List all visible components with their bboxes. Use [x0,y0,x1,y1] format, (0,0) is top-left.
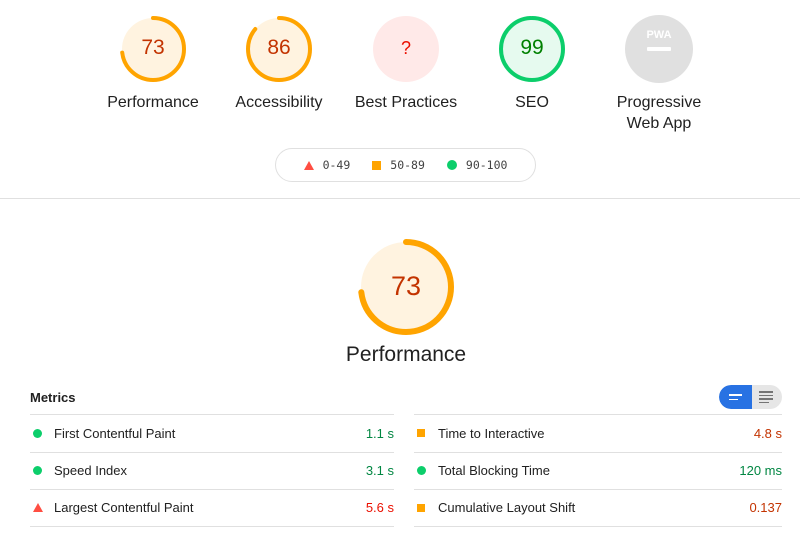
gauge-label-line: Web App [626,115,692,132]
metric-value: 0.137 [749,500,782,516]
metric-value: 4.8 s [753,425,782,441]
fail-triangle-icon [33,503,43,513]
gauge-ring [358,239,454,335]
pass-circle-icon [417,466,426,476]
pass-circle-icon [33,428,42,438]
metric-row: Time to Interactive 4.8 s [414,414,782,452]
metric-value: 120 ms [739,463,782,479]
gauge-seo[interactable]: 99 SEO [467,14,597,113]
square-icon [372,160,382,170]
score-legend: 0-49 50-89 90-100 [275,148,536,182]
category-gauges: 73 Performance 86 Accessibility ? Best P… [0,14,800,134]
performance-gauge-large: 73 [357,238,455,336]
gauge-ring [499,16,565,82]
metric-name: Total Blocking Time [438,463,550,479]
section-title: Performance [345,343,467,366]
metric-name: Time to Interactive [438,425,545,441]
pwa-badge-text: PWA [646,29,671,41]
compact-view-icon[interactable] [719,385,752,409]
legend-item: 90-100 [446,158,508,172]
metric-name: Largest Contentful Paint [54,500,194,516]
legend-item: 50-89 [372,158,425,172]
metric-row: Speed Index 3.1 s [30,451,394,490]
metrics-column-left: First Contentful Paint 1.1 s Speed Index… [30,414,394,527]
metric-row: First Contentful Paint 1.1 s [30,414,394,452]
metric-row: Total Blocking Time 120 ms [414,451,782,490]
gauge-label: Accessibility [235,94,323,111]
pwa-badge-icon: PWA [625,15,693,83]
legend-range: 90-100 [465,158,508,172]
pass-circle-icon [33,466,42,476]
gauge-score: ? [400,38,411,58]
metric-name: First Contentful Paint [54,425,176,441]
gauge-label: SEO [515,94,549,111]
legend-range: 0-49 [322,158,351,172]
metric-value: 5.6 s [365,500,394,516]
gauge-ring [246,16,312,82]
metric-name: Cumulative Layout Shift [438,500,576,516]
gauge-score: 73 [141,36,165,59]
metrics-heading: Metrics [30,390,76,405]
gauge-score: 86 [267,36,291,59]
metric-value: 1.1 s [365,425,394,441]
gauge-ring [120,16,186,82]
gauge-ring [373,16,439,82]
metric-row: Cumulative Layout Shift 0.137 [414,489,782,527]
legend-range: 50-89 [390,158,425,172]
triangle-icon [303,160,314,170]
performance-score: 73 [390,271,422,301]
gauge-pwa[interactable]: PWA Progressive Web App [594,14,724,134]
metric-name: Speed Index [54,463,128,479]
gauge-score: 99 [520,36,544,59]
metric-row: Largest Contentful Paint 5.6 s [30,489,394,527]
gauge-best-practices[interactable]: ? Best Practices [341,14,471,113]
legend-item: 0-49 [303,158,351,172]
metrics-column-right: Time to Interactive 4.8 s Total Blocking… [414,414,782,527]
metrics-view-toggle[interactable] [719,385,782,409]
gauge-label-line: Progressive [616,94,702,111]
circle-icon [446,160,457,170]
gauge-label: Best Practices [354,94,458,111]
gauge-label: Progressive Web App [594,92,724,134]
expanded-view-icon[interactable] [752,385,782,409]
gauge-accessibility[interactable]: 86 Accessibility [214,14,344,113]
average-square-icon [417,429,425,438]
gauge-performance[interactable]: 73 Performance [88,14,218,113]
gauge-label: Performance [107,94,199,111]
section-divider [0,198,800,199]
average-square-icon [417,503,425,512]
metric-value: 3.1 s [365,463,394,479]
